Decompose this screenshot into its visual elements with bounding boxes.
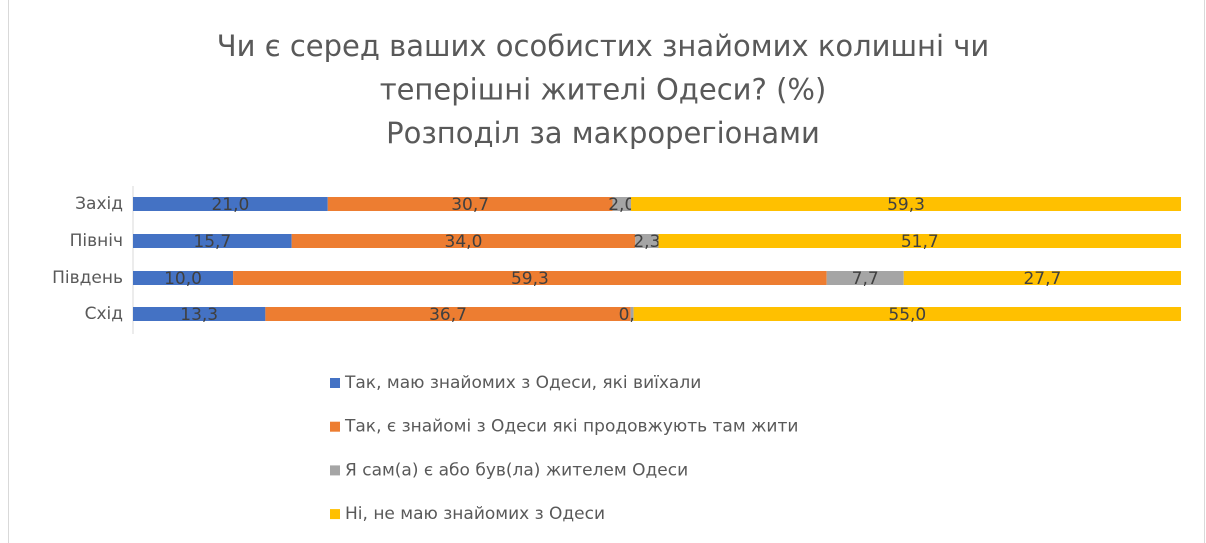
data-label: 2,3: [633, 232, 660, 252]
data-label: 34,0: [445, 232, 483, 252]
data-label: 21,0: [211, 195, 249, 215]
bar-segment: [233, 271, 827, 285]
legend-swatch: [330, 465, 340, 476]
data-label: 51,7: [901, 232, 939, 252]
category-label: Північ: [70, 231, 123, 251]
data-label: 59,3: [511, 269, 549, 289]
bar-segment: [291, 234, 636, 248]
data-label: 15,7: [193, 232, 231, 252]
bar-segment: [658, 234, 1181, 248]
legend-label: Ні, не маю знайомих з Одеси: [345, 504, 605, 524]
data-label: 27,7: [1023, 269, 1061, 289]
bar-segment: [133, 197, 328, 211]
data-label: 59,3: [887, 195, 925, 215]
data-label: 55,0: [888, 305, 926, 325]
data-label: 13,3: [180, 305, 218, 325]
data-label: 7,7: [852, 269, 879, 289]
data-label: 10,0: [164, 269, 202, 289]
bar-segment: [635, 234, 659, 248]
data-label: 36,7: [429, 305, 467, 325]
legend-label: Я сам(а) є або був(ла) жителем Одеси: [345, 460, 688, 480]
legend-swatch: [330, 509, 340, 520]
category-label: Схід: [85, 304, 123, 324]
chart-title: Розподіл за макрорегіонами: [386, 116, 820, 150]
category-label: Захід: [75, 194, 123, 214]
bar-segment: [327, 197, 613, 211]
bar-segment: [631, 197, 1181, 211]
legend-label: Так, маю знайомих з Одеси, які виїхали: [344, 373, 701, 393]
bar-segment: [133, 234, 292, 248]
chart-title: Чи є серед ваших особистих знайомих коли…: [217, 29, 989, 63]
bar-segment: [633, 307, 1181, 321]
bar-segment: [826, 271, 904, 285]
bar-segment: [265, 307, 631, 321]
legend-swatch: [330, 378, 340, 388]
bar-segment: [133, 271, 234, 285]
chart-title: теперішні жителі Одеси? (%): [380, 73, 827, 107]
bar-segment: [630, 307, 634, 321]
chart-border: [8, 0, 1205, 543]
data-label: 2,0: [608, 195, 635, 215]
legend-swatch: [330, 421, 340, 432]
bar-segment: [903, 271, 1181, 285]
category-label: Південь: [52, 268, 123, 288]
bar-segment: [133, 307, 266, 321]
bar-segment: [612, 197, 632, 211]
legend-label: Так, є знайомі з Одеси які продовжують т…: [344, 417, 798, 437]
data-label: 30,7: [451, 195, 489, 215]
